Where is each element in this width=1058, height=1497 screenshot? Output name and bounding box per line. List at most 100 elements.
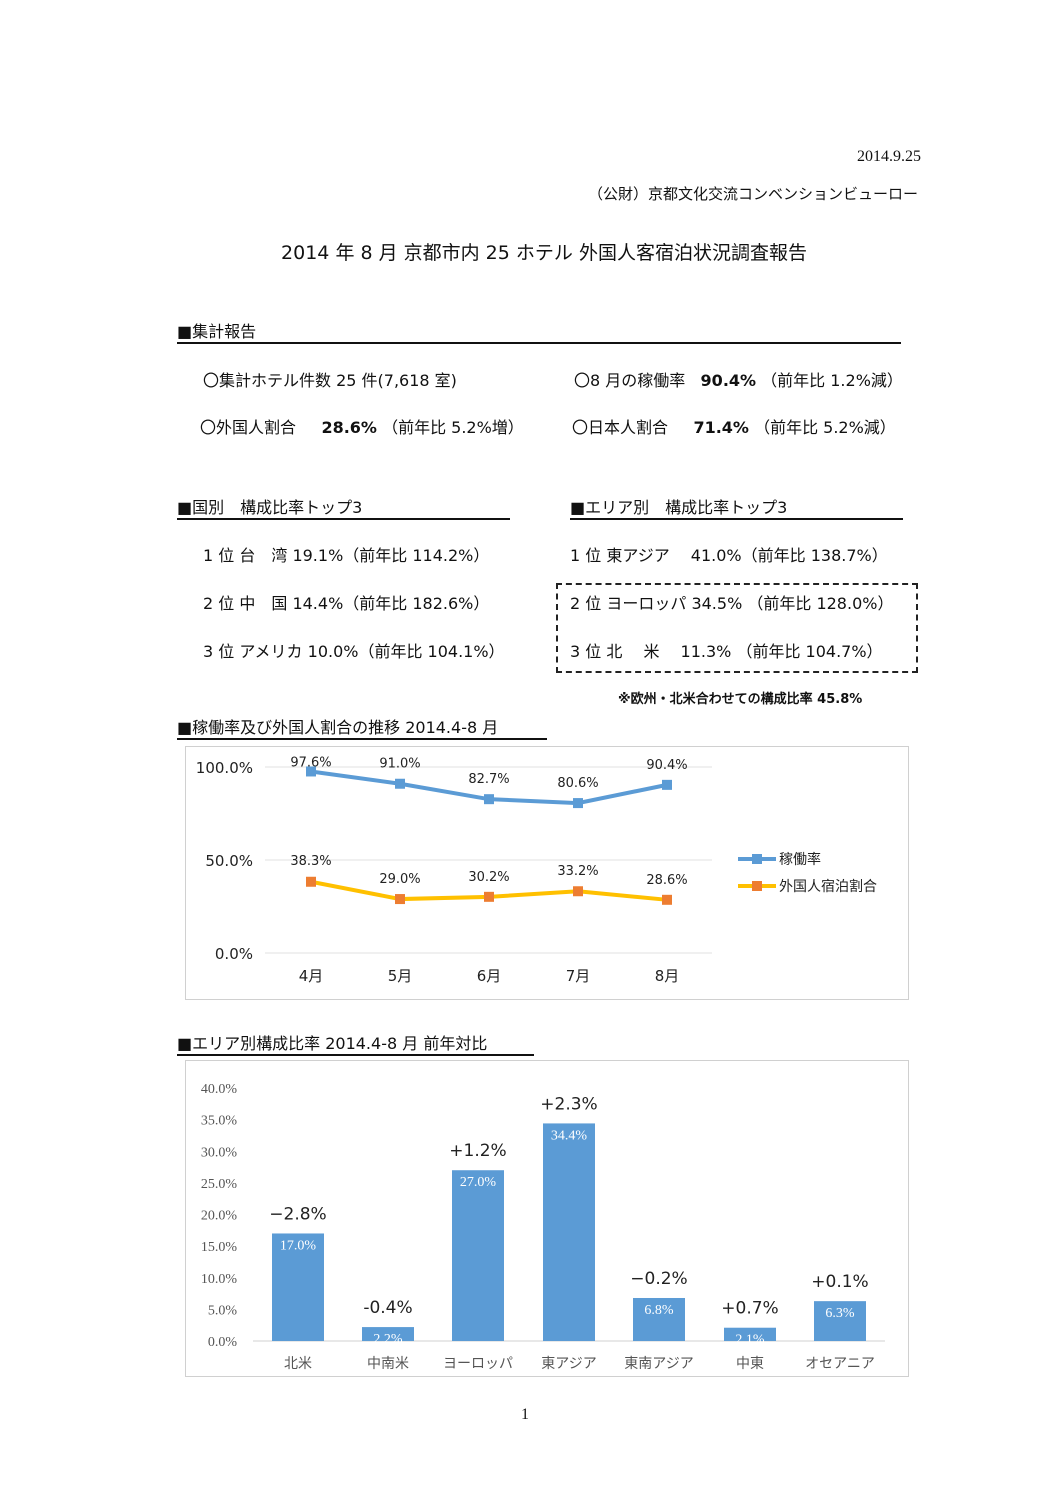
x-tick-label: 東アジア (541, 1356, 596, 1372)
legend-marker (752, 854, 762, 864)
bar (452, 1170, 504, 1341)
data-label: 80.6% (557, 776, 598, 791)
change-label: +2.3% (540, 1094, 597, 1114)
occupancy-summary: 〇8 月の稼働率 90.4% （前年比 1.2%減） (574, 367, 903, 391)
x-tick-label: 東南アジア (624, 1356, 693, 1372)
y-tick-label: 25.0% (201, 1177, 238, 1192)
y-tick-label: 50.0% (205, 852, 253, 870)
data-label: 82.7% (468, 772, 509, 787)
foreign-summary: 〇外国人割合 28.6% （前年比 5.2%増） (200, 414, 524, 438)
data-point (395, 778, 405, 789)
report-date: 2014.9.25 (857, 148, 921, 165)
japanese-summary: 〇日本人割合 71.4% （前年比 5.2%減） (572, 414, 896, 438)
data-label: 97.6% (290, 755, 331, 770)
x-tick-label: 5月 (388, 967, 413, 985)
japanese-yoy: （前年比 5.2%減） (754, 418, 896, 437)
data-point (306, 876, 316, 887)
y-tick-label: 15.0% (201, 1240, 238, 1255)
bar-value-label: 6.3% (825, 1306, 855, 1321)
x-tick-label: 6月 (477, 967, 502, 985)
x-tick-label: 4月 (299, 967, 324, 985)
y-tick-label: 5.0% (208, 1303, 238, 1318)
foreign-value: 28.6% (321, 418, 377, 437)
foreign-yoy: （前年比 5.2%増） (382, 418, 524, 437)
legend-marker (752, 881, 762, 891)
japanese-value: 71.4% (693, 418, 749, 437)
data-label: 91.0% (379, 757, 420, 772)
data-point (306, 766, 316, 777)
organization: （公財）京都文化交流コンベンションビューロー (587, 185, 918, 203)
bar (272, 1233, 324, 1341)
bar (362, 1327, 414, 1341)
y-tick-label: 0.0% (215, 945, 253, 963)
japanese-label: 〇日本人割合 (572, 418, 669, 437)
change-label: −0.2% (630, 1269, 687, 1289)
area-rank-2: 2 位 ヨーロッパ 34.5% （前年比 128.0%） (570, 594, 894, 613)
area-rank-1: 1 位 東アジア 41.0%（前年比 138.7%） (570, 546, 888, 565)
hotel-count: 〇集計ホテル件数 25 件(7,618 室) (203, 371, 457, 390)
area-note: ※欧州・北米合わせての構成比率 45.8% (618, 692, 863, 707)
x-tick-label: 8月 (655, 967, 680, 985)
bar (633, 1297, 685, 1341)
data-label: 30.2% (468, 870, 509, 885)
data-point (662, 779, 672, 790)
data-label: 33.2% (557, 864, 598, 879)
legend-label: 外国人宿泊割合 (779, 878, 877, 895)
change-label: −2.8% (269, 1204, 326, 1224)
change-label: +0.7% (721, 1299, 778, 1319)
data-label: 38.3% (290, 854, 331, 869)
page-number: 1 (521, 1406, 529, 1423)
data-point (662, 894, 672, 905)
data-label: 90.4% (646, 758, 687, 773)
summary-heading: ■集計報告 (177, 318, 901, 344)
data-point (573, 886, 583, 897)
data-point (573, 798, 583, 809)
data-point (484, 794, 494, 805)
y-tick-label: 10.0% (201, 1272, 238, 1287)
bar-value-label: 17.0% (280, 1238, 317, 1253)
area-rank-3: 3 位 北 米 11.3% （前年比 104.7%） (570, 642, 883, 661)
line-chart-frame (185, 746, 909, 1000)
area-heading: ■エリア別 構成比率トップ3 (570, 494, 903, 520)
change-label: +0.1% (811, 1272, 868, 1292)
x-tick-label: ヨーロッパ (443, 1356, 513, 1372)
bar-value-label: 2.2% (373, 1332, 403, 1347)
line-chart-heading: ■稼働率及び外国人割合の推移 2014.4-8 月 (177, 714, 547, 740)
bar-value-label: 2.1% (735, 1333, 765, 1348)
bar (543, 1123, 595, 1341)
y-tick-label: 0.0% (208, 1335, 238, 1350)
occupancy-value: 90.4% (700, 371, 757, 390)
country-rank-2: 2 位 中 国 14.4%（前年比 182.6%） (203, 594, 490, 613)
foreign-label: 〇外国人割合 (200, 418, 297, 437)
bar-value-label: 6.8% (644, 1303, 674, 1318)
legend-label: 稼働率 (779, 851, 821, 868)
change-label: +1.2% (449, 1141, 506, 1161)
y-tick-label: 35.0% (201, 1114, 238, 1129)
bar (724, 1327, 776, 1341)
bar (814, 1301, 866, 1341)
bar-value-label: 34.4% (551, 1128, 588, 1143)
x-tick-label: 中南米 (367, 1356, 409, 1372)
y-tick-label: 100.0% (196, 759, 253, 777)
bar-chart-heading: ■エリア別構成比率 2014.4-8 月 前年対比 (177, 1030, 534, 1056)
data-label: 29.0% (379, 872, 420, 887)
country-rank-3: 3 位 アメリカ 10.0%（前年比 104.1%） (203, 642, 505, 661)
x-tick-label: 北米 (284, 1356, 312, 1372)
bar-chart-frame (185, 1060, 909, 1377)
country-heading: ■国別 構成比率トップ3 (177, 494, 510, 520)
x-tick-label: 中東 (736, 1356, 764, 1372)
x-tick-label: 7月 (566, 967, 591, 985)
data-point (395, 894, 405, 905)
country-rank-1: 1 位 台 湾 19.1%（前年比 114.2%） (203, 546, 490, 565)
y-tick-label: 40.0% (201, 1082, 238, 1097)
bar-value-label: 27.0% (460, 1175, 497, 1190)
y-tick-label: 30.0% (201, 1145, 238, 1160)
x-tick-label: オセアニア (805, 1357, 875, 1372)
highlight-box (556, 583, 918, 673)
occupancy-yoy: （前年比 1.2%減） (761, 371, 903, 390)
occupancy-label: 〇8 月の稼働率 (574, 371, 686, 390)
y-tick-label: 20.0% (201, 1209, 238, 1224)
data-label: 28.6% (646, 873, 687, 888)
